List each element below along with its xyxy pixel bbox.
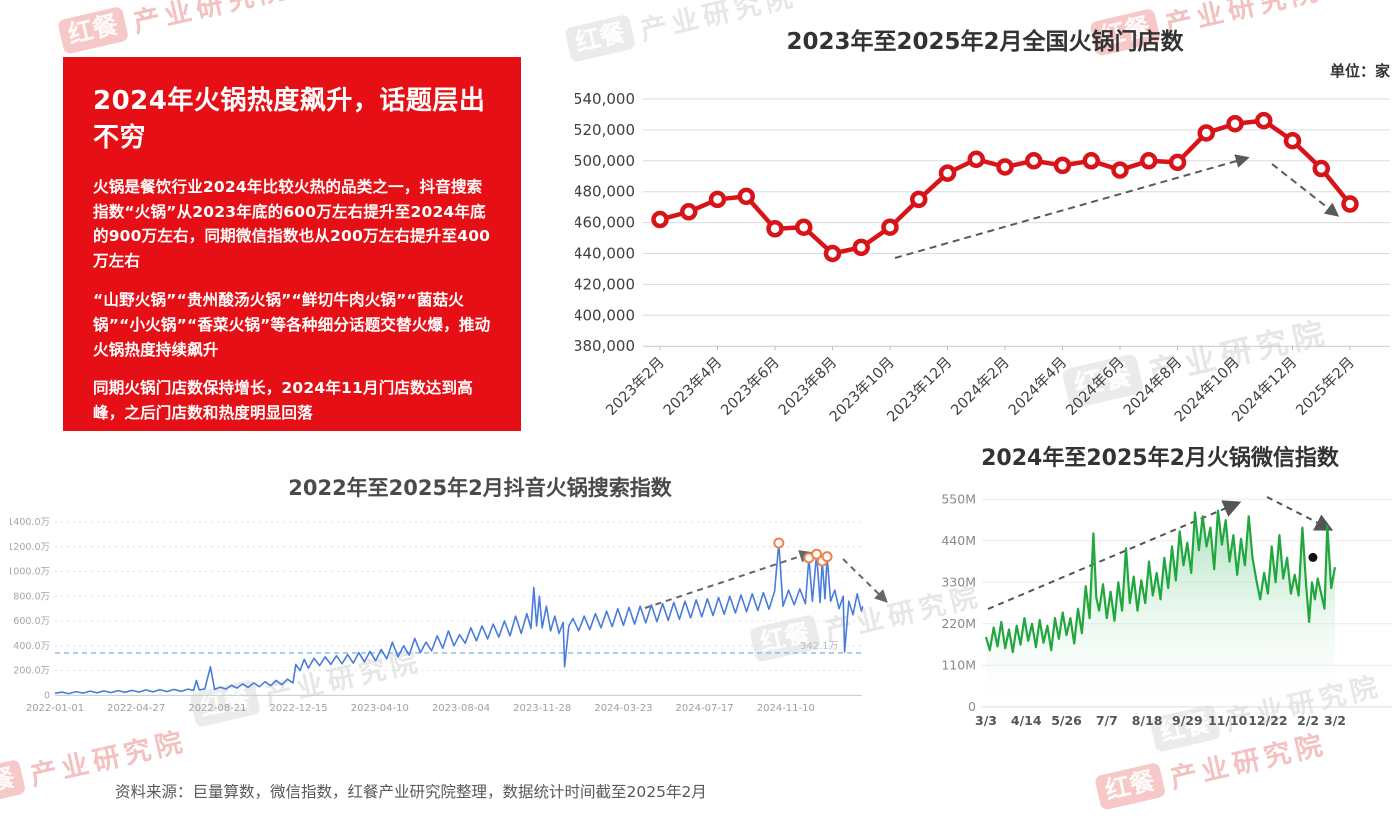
svg-text:8/18: 8/18 [1132,713,1163,728]
wechat-chart-title: 2024年至2025年2月火锅微信指数 [981,446,1339,471]
headline-paragraph-2: “山野火锅”“贵州酸汤火锅”“鲜切牛肉火锅”“菌菇火锅”“小火锅”“香菜火锅”等… [93,291,491,359]
svg-text:800.0万: 800.0万 [13,591,50,602]
series-line [54,542,864,695]
headline-panel: 2024年火锅热度飙升，话题层出不穷 火锅是餐饮行业2024年比较火热的品类之一… [63,57,521,431]
trend-arrows [894,154,1340,259]
stores-line-chart: 540,000 520,000 500,000 480,000 460,000 440,0… [575,90,1390,426]
svg-text:440M: 440M [941,533,976,548]
svg-text:110M: 110M [941,657,976,672]
headline-paragraph-1: 火锅是餐饮行业2024年比较火热的品类之一，抖音搜索指数“火锅”从2023年底的… [93,177,491,271]
area-fill [986,510,1335,707]
svg-text:2023年6月: 2023年6月 [718,354,783,419]
svg-text:2023年2月: 2023年2月 [603,354,668,419]
svg-text:3/3: 3/3 [975,713,997,728]
svg-text:12/22: 12/22 [1248,713,1287,728]
highlighted-peak-markers [773,537,833,567]
svg-text:460,000: 460,000 [575,214,635,232]
x-axis-labels: 3/3 4/14 5/26 7/7 8/18 9/29 11/10 12/22 2/2 3/2 [975,713,1346,728]
svg-text:9/29: 9/29 [1172,713,1203,728]
y-axis-labels: 1400.0万 1200.0万 1000.0万 800.0万 600.0万 400.0万 2… [10,517,50,701]
reference-line: 342.1万 [55,641,862,654]
brand-logo-icon: 红餐 [57,6,130,55]
svg-text:1400.0万: 1400.0万 [10,517,50,528]
svg-text:0: 0 [44,690,50,701]
svg-text:500,000: 500,000 [575,152,635,170]
svg-text:1200.0万: 1200.0万 [10,542,50,553]
wechat-index-chart: 550M 440M 330M 220M 110M 03/3 4/14 5/26 7/7 8/18 9… [941,491,1392,728]
stores-chart-unit-label: 单位：家 [1329,62,1390,80]
svg-text:2024-03-23: 2024-03-23 [594,703,652,714]
x-axis-labels: 2023年2月2023年4月2023年6月2023年8月2023年10月2023… [603,354,1358,426]
stores-chart-title: 2023年至2025年2月全国火锅门店数 [786,29,1184,55]
svg-text:520,000: 520,000 [575,121,635,139]
svg-text:2023-08-04: 2023-08-04 [432,703,490,714]
svg-text:330M: 330M [941,574,976,589]
headline-title: 2024年火锅热度飙升，话题层出不穷 [93,86,486,153]
svg-text:220M: 220M [941,616,976,631]
reference-line-label: 342.1万 [800,641,839,652]
douyin-chart-title: 2022年至2025年2月抖音火锅搜索指数 [288,476,672,500]
svg-text:400.0万: 400.0万 [13,641,50,652]
svg-text:4/14: 4/14 [1011,713,1042,728]
outlier-dot [1308,552,1318,562]
y-axis-labels: 540,000 520,000 500,000 480,000 460,000 440,0… [575,90,635,355]
douyin-search-index-chart: 1400.0万 1200.0万 1000.0万 800.0万 600.0万 400.0万 2… [10,517,888,714]
svg-text:600.0万: 600.0万 [13,616,50,627]
brand-watermark: 红餐 产业研究院 [57,0,294,57]
svg-text:2025年2月: 2025年2月 [1293,354,1358,419]
svg-text:2022-04-27: 2022-04-27 [107,703,165,714]
svg-text:2/2: 2/2 [1297,713,1319,728]
x-axis-ticks [659,346,1351,351]
svg-text:0: 0 [968,699,976,714]
svg-text:3/2: 3/2 [1324,713,1346,728]
svg-text:400,000: 400,000 [575,306,635,324]
svg-text:420,000: 420,000 [575,275,635,293]
brand-watermark-text: 产业研究院 [130,0,294,40]
svg-text:2024-11-10: 2024-11-10 [757,703,815,714]
svg-text:200.0万: 200.0万 [13,666,50,677]
svg-text:440,000: 440,000 [575,245,635,263]
x-axis-labels: 2022-01-01 2022-04-27 2022-08-21 2022-12-15… [26,703,815,714]
y-axis-labels: 550M 440M 330M 220M 110M 0 [941,491,976,714]
svg-text:7/7: 7/7 [1096,713,1118,728]
series-line [984,509,1337,654]
trend-arrows [987,496,1334,610]
svg-text:11/10: 11/10 [1208,713,1248,728]
svg-text:2023-11-28: 2023-11-28 [513,703,571,714]
svg-text:2024年4月: 2024年4月 [1005,354,1070,419]
headline-paragraph-3: 同期火锅门店数保持增长，2024年11月门店数达到高峰，之后门店数和热度明显回落 [93,379,473,423]
svg-text:380,000: 380,000 [575,337,635,355]
svg-text:2024-07-17: 2024-07-17 [676,703,734,714]
data-source-note: 资料来源：巨量算数，微信指数，红餐产业研究院整理，数据统计时间截至2025年2月 [115,783,707,801]
svg-text:1000.0万: 1000.0万 [10,567,50,578]
series-line [659,118,1352,256]
data-point-markers [651,111,1359,263]
trend-arrows [644,550,888,609]
svg-text:5/26: 5/26 [1051,713,1082,728]
svg-text:2023年4月: 2023年4月 [660,354,725,419]
svg-text:2024年6月: 2024年6月 [1063,354,1128,419]
svg-text:550M: 550M [941,491,976,506]
svg-text:2022-08-21: 2022-08-21 [188,703,246,714]
svg-text:2023-04-10: 2023-04-10 [351,703,409,714]
svg-text:2022-12-15: 2022-12-15 [270,703,328,714]
gridlines [55,521,862,696]
svg-text:540,000: 540,000 [575,90,635,108]
svg-text:480,000: 480,000 [575,183,635,201]
svg-text:2022-01-01: 2022-01-01 [26,703,84,714]
svg-text:2024年2月: 2024年2月 [948,354,1013,419]
